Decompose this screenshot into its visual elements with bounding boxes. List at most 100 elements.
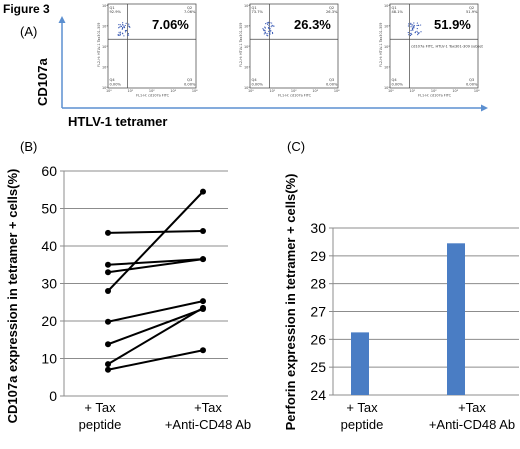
cell-dot bbox=[410, 32, 412, 34]
cell-dot bbox=[269, 28, 271, 30]
cell-dot bbox=[263, 29, 265, 32]
cell-dot bbox=[416, 27, 418, 30]
x-tick-label: +Tax bbox=[194, 400, 222, 415]
q4-label: Q4 bbox=[252, 78, 258, 82]
cell-dot bbox=[417, 32, 419, 34]
x-tick-label: 10² bbox=[291, 89, 297, 93]
flow-x-axis-label: FL1-H: cd107a FITC bbox=[418, 94, 451, 98]
x-tick-label: 10³ bbox=[452, 89, 458, 93]
x-tick-label: 10² bbox=[149, 89, 155, 93]
cell-dot bbox=[418, 24, 420, 26]
y-tick-label: 10¹ bbox=[244, 66, 250, 70]
q3-pct: 0.00% bbox=[184, 83, 196, 87]
y-tick-label: 10⁴ bbox=[102, 4, 108, 8]
cell-dot bbox=[122, 22, 124, 24]
data-point bbox=[200, 304, 206, 311]
y-tick-label: 25 bbox=[310, 359, 326, 375]
flow-plot-frame bbox=[249, 3, 339, 89]
y-tick-label: 10² bbox=[102, 45, 108, 49]
cell-dot bbox=[411, 28, 414, 30]
cell-dot bbox=[270, 31, 272, 33]
y-tick-label: 40 bbox=[41, 238, 57, 254]
cell-dot bbox=[416, 24, 418, 27]
cell-dot bbox=[411, 24, 413, 26]
cell-dot bbox=[417, 34, 419, 36]
y-tick-label: 24 bbox=[310, 387, 326, 403]
cell-dot bbox=[268, 33, 271, 35]
flow-x-axis-label: FL1-H: cd107a FITC bbox=[136, 94, 169, 98]
q4-pct: 0.00% bbox=[252, 83, 264, 87]
data-point bbox=[105, 229, 111, 236]
q2-pct: 7.06% bbox=[184, 10, 196, 14]
data-point bbox=[105, 269, 111, 276]
x-tick-label: 10⁰ bbox=[248, 89, 254, 93]
x-tick-label: 10² bbox=[431, 89, 437, 93]
cell-dot bbox=[125, 29, 127, 32]
panel-c-label: (C) bbox=[287, 139, 305, 154]
cell-dot bbox=[413, 24, 415, 27]
cell-dot bbox=[267, 22, 269, 24]
panel-a-x-label: HTLV-1 tetramer bbox=[68, 114, 167, 129]
q1-label: Q1 bbox=[392, 6, 397, 10]
cell-dot bbox=[125, 22, 127, 24]
cell-dot bbox=[414, 31, 417, 33]
cell-dot bbox=[119, 31, 122, 33]
x-tick-label: + Tax bbox=[346, 400, 378, 415]
cell-dot bbox=[128, 23, 130, 25]
cell-dot bbox=[119, 33, 121, 35]
cell-dot bbox=[267, 27, 270, 29]
cell-dot bbox=[269, 22, 271, 24]
x-tick-label: peptide bbox=[341, 417, 384, 432]
q2-label: Q2 bbox=[469, 6, 474, 10]
series-line bbox=[107, 300, 204, 323]
y-tick-label: 10⁰ bbox=[384, 86, 390, 90]
q4-label: Q4 bbox=[110, 78, 116, 82]
x-tick-label: 10³ bbox=[170, 89, 176, 93]
subset-label: cd107a FITC, HTLV-1 Tax301-309 subset bbox=[411, 45, 483, 49]
series-line bbox=[107, 190, 204, 292]
cell-dot bbox=[117, 34, 119, 36]
figure-title: Figure 3 bbox=[3, 2, 50, 16]
x-tick-label: 10¹ bbox=[409, 89, 415, 93]
cell-dot bbox=[119, 34, 122, 36]
cell-dot bbox=[128, 25, 130, 28]
cell-dot bbox=[273, 25, 275, 27]
cell-dot bbox=[271, 22, 273, 24]
q2-label: Q2 bbox=[329, 6, 334, 10]
series-line bbox=[107, 308, 204, 346]
x-tick-label: 10⁴ bbox=[334, 89, 340, 93]
y-tick-label: 10⁴ bbox=[244, 4, 250, 8]
cell-dot bbox=[122, 33, 124, 35]
cell-dot bbox=[118, 31, 120, 33]
cell-dot bbox=[413, 22, 415, 24]
cell-dot bbox=[123, 25, 125, 27]
cell-dot bbox=[119, 24, 122, 26]
cell-dot bbox=[407, 31, 409, 34]
cell-dot bbox=[271, 24, 273, 26]
cell-dot bbox=[119, 26, 121, 28]
y-tick-label: 28 bbox=[310, 276, 326, 292]
x-tick-label: +Anti-CD48 Ab bbox=[429, 417, 515, 432]
cell-dot bbox=[123, 27, 125, 29]
y-tick-label: 20 bbox=[41, 313, 57, 329]
q2-pct: 51.9% bbox=[466, 10, 478, 14]
data-point bbox=[105, 288, 111, 294]
flow-plots: 7.06%Q192.9%Q27.06%Q40.00%Q30.00%10⁰10⁰1… bbox=[97, 3, 484, 98]
flow-y-axis-label: FL2-H: HTLV-1 Tax301-309 bbox=[239, 23, 243, 67]
y-tick-label: 10³ bbox=[244, 25, 250, 29]
cell-dot bbox=[122, 27, 124, 29]
q4-pct: 0.00% bbox=[110, 83, 122, 87]
y-axis-title: CD107a expression in tetramer + cells(%) bbox=[5, 169, 20, 424]
flow-x-axis-label: FL1-H: cd107a FITC bbox=[278, 94, 311, 98]
cell-dot bbox=[412, 26, 414, 28]
panel-a-y-arrowhead bbox=[58, 16, 66, 23]
cell-dot bbox=[412, 27, 415, 29]
cell-dot bbox=[410, 26, 412, 28]
cell-dot bbox=[412, 24, 414, 26]
cell-dot bbox=[410, 29, 412, 32]
x-tick-label: + Tax bbox=[84, 400, 116, 415]
cell-dot bbox=[408, 23, 410, 25]
panel-a-x-arrowhead bbox=[481, 104, 488, 112]
cell-dot bbox=[123, 35, 125, 37]
x-tick-label: 10⁴ bbox=[192, 89, 198, 93]
